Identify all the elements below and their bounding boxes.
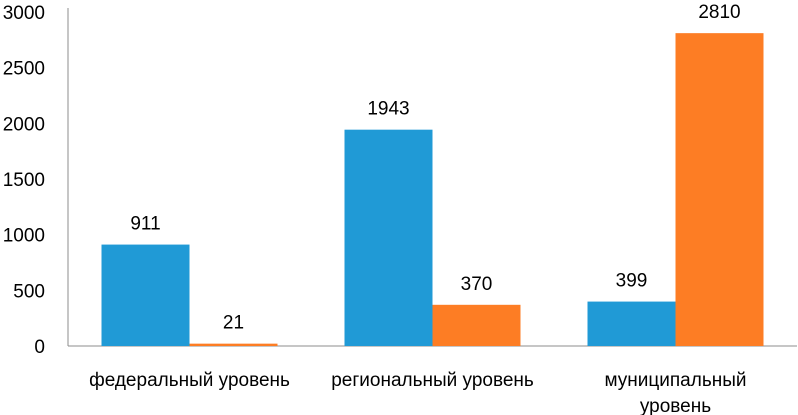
data-labels: 911 21 1943 370 399 2810 bbox=[130, 2, 740, 334]
category-labels: федеральный уровень региональный уровень м… bbox=[89, 370, 746, 415]
y-tick-label: 2000 bbox=[3, 114, 45, 135]
y-tick-label: 500 bbox=[13, 281, 45, 302]
bar bbox=[675, 33, 764, 347]
y-axis: 0 500 1000 1500 2000 2500 3000 bbox=[3, 3, 69, 358]
data-label: 399 bbox=[616, 271, 648, 292]
x-tick-label-line: региональный уровень bbox=[331, 370, 534, 391]
y-tick-label: 3000 bbox=[3, 3, 45, 24]
data-label: 911 bbox=[130, 214, 160, 235]
y-tick-label: 0 bbox=[34, 337, 45, 358]
bar bbox=[101, 244, 190, 346]
y-tick-label: 1000 bbox=[3, 226, 45, 247]
bar bbox=[587, 301, 676, 346]
bar bbox=[189, 343, 278, 346]
data-label: 370 bbox=[461, 274, 493, 295]
bar bbox=[432, 304, 521, 346]
x-tick-label: федеральный уровень bbox=[89, 370, 290, 391]
y-tick-label: 2500 bbox=[3, 59, 45, 80]
x-tick-label-line: муниципальный bbox=[605, 370, 747, 391]
y-tick-label: 1500 bbox=[3, 170, 45, 191]
data-label: 2810 bbox=[698, 2, 740, 23]
data-label: 1943 bbox=[367, 99, 409, 120]
x-tick-label-line: федеральный уровень bbox=[89, 370, 290, 391]
x-tick-label-line: уровень bbox=[640, 396, 711, 415]
data-label: 21 bbox=[223, 313, 244, 334]
x-tick-label: муниципальный уровень bbox=[605, 370, 747, 415]
bar bbox=[344, 129, 433, 346]
bars bbox=[101, 33, 764, 347]
x-tick-label: региональный уровень bbox=[331, 370, 534, 391]
